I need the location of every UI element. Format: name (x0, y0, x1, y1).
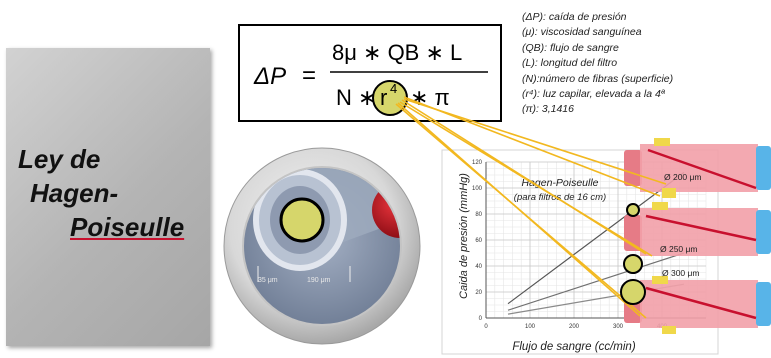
legend-row: (QB): flujo de sangre (522, 41, 762, 56)
formula-denominator-right: ∗ π (410, 85, 450, 110)
legend-text: : longitud del filtro (534, 57, 618, 70)
legend-row: (π): 3,1416 (522, 102, 762, 117)
formula-box: ΔP = 8μ ∗ QB ∗ L N ∗ r 4 ∗ π (238, 24, 502, 122)
legend-text: : flujo de sangre (544, 41, 619, 54)
filter-body (640, 280, 758, 328)
legend-symbol: (r⁴) (522, 88, 538, 101)
filter-blue-cap (756, 282, 771, 326)
formula-lhs: ΔP (253, 63, 286, 90)
legend-text: : viscosidad sanguínea (534, 26, 642, 39)
title-line-1: Ley de (18, 144, 101, 174)
diameter-circle-200 (626, 203, 640, 217)
formula-svg: ΔP = 8μ ∗ QB ∗ L N ∗ r 4 ∗ π (253, 40, 488, 116)
filter-red-line (647, 148, 757, 190)
filter-port (662, 188, 676, 198)
filter-port (652, 202, 668, 210)
filter-port (654, 138, 670, 146)
x-tick-label: 0 (484, 324, 488, 330)
filter-body (640, 208, 758, 256)
filter-port (662, 326, 676, 334)
diameter-circle-300 (620, 279, 646, 305)
y-tick-label: 100 (472, 186, 483, 192)
legend-symbol: (μ) (522, 26, 535, 39)
title-line-3: Poiseulle (70, 212, 185, 242)
chart-xlabel: Flujo de sangre (cc/min) (512, 341, 636, 353)
leader-line (399, 101, 653, 257)
legend-text: :número de fibras (superficie) (536, 72, 674, 85)
legend-symbol: (π) (522, 103, 537, 116)
filter-red-line (645, 214, 757, 242)
leader-line (403, 98, 667, 185)
legend-row: (ΔP): caída de presión (522, 10, 762, 25)
legend-symbol: (ΔP) (522, 11, 544, 23)
diameter-circle-250 (623, 254, 643, 274)
y-tick-label: 40 (475, 264, 482, 270)
lumen-highlight-circle (279, 197, 325, 243)
series-label-250: Ø 250 μm (660, 244, 698, 254)
formula-equals: = (302, 62, 316, 89)
chart-subtitle: (para filtros de 16 cm) (514, 192, 606, 203)
legend-row: (r⁴): luz capilar, elevada a la 4ª (522, 87, 762, 102)
title-panel: Ley de Hagen- Poiseulle (6, 48, 210, 346)
formula-denominator-exp: 4 (390, 81, 397, 96)
leader-line (395, 103, 647, 319)
y-tick-label: 120 (472, 160, 483, 166)
fiber-label-190: 190 μm (307, 277, 331, 284)
y-tick-label: 80 (475, 212, 482, 218)
fiber-magnifier: 35 μm 190 μm (223, 147, 421, 345)
filter-200 (624, 138, 771, 198)
y-tick-label: 20 (475, 290, 482, 296)
title-line-2: Hagen- (30, 178, 119, 208)
fiber-label-35: 35 μm (258, 277, 278, 284)
x-tick-label: 200 (569, 324, 580, 330)
filter-blue-cap (756, 146, 771, 190)
formula-numerator: 8μ ∗ QB ∗ L (332, 40, 462, 65)
filter-blue-cap (756, 210, 771, 254)
legend-text: : 3,1416 (536, 103, 574, 116)
formula-denominator-left: N ∗ (336, 85, 376, 110)
series-line (507, 252, 685, 311)
legend-row: (L): longitud del filtro (522, 56, 762, 71)
y-tick-label: 60 (475, 238, 482, 244)
filter-250 (624, 202, 771, 256)
series-label-200: Ø 200 μm (664, 172, 702, 182)
chart-ylabel: Caida de presión (mmHg) (458, 173, 470, 299)
legend-symbol: (L) (522, 57, 535, 70)
y-tick-label: 0 (479, 316, 483, 322)
filter-end-cap (624, 150, 642, 186)
series-label-300: Ø 300 μm (662, 268, 700, 278)
chart-title: Hagen-Poiseulle (521, 177, 598, 189)
legend-text: : luz capilar, elevada a la 4ª (537, 88, 665, 101)
legend-row: (μ): viscosidad sanguínea (522, 25, 762, 40)
filter-300 (624, 276, 771, 334)
legend-symbol: (N) (522, 72, 537, 85)
x-tick-label: 300 (613, 324, 624, 330)
filter-red-line (645, 286, 757, 320)
filter-port (652, 276, 668, 284)
legend-symbol: (QB) (522, 41, 545, 54)
legend-row: (N):número de fibras (superficie) (522, 72, 762, 87)
leader-lines (395, 96, 667, 319)
variable-legend: (ΔP): caída de presión (μ): viscosidad s… (522, 10, 762, 118)
legend-text: : caída de presión (543, 11, 627, 23)
formula-denominator-r: r (380, 85, 387, 110)
x-tick-label: 100 (525, 324, 536, 330)
